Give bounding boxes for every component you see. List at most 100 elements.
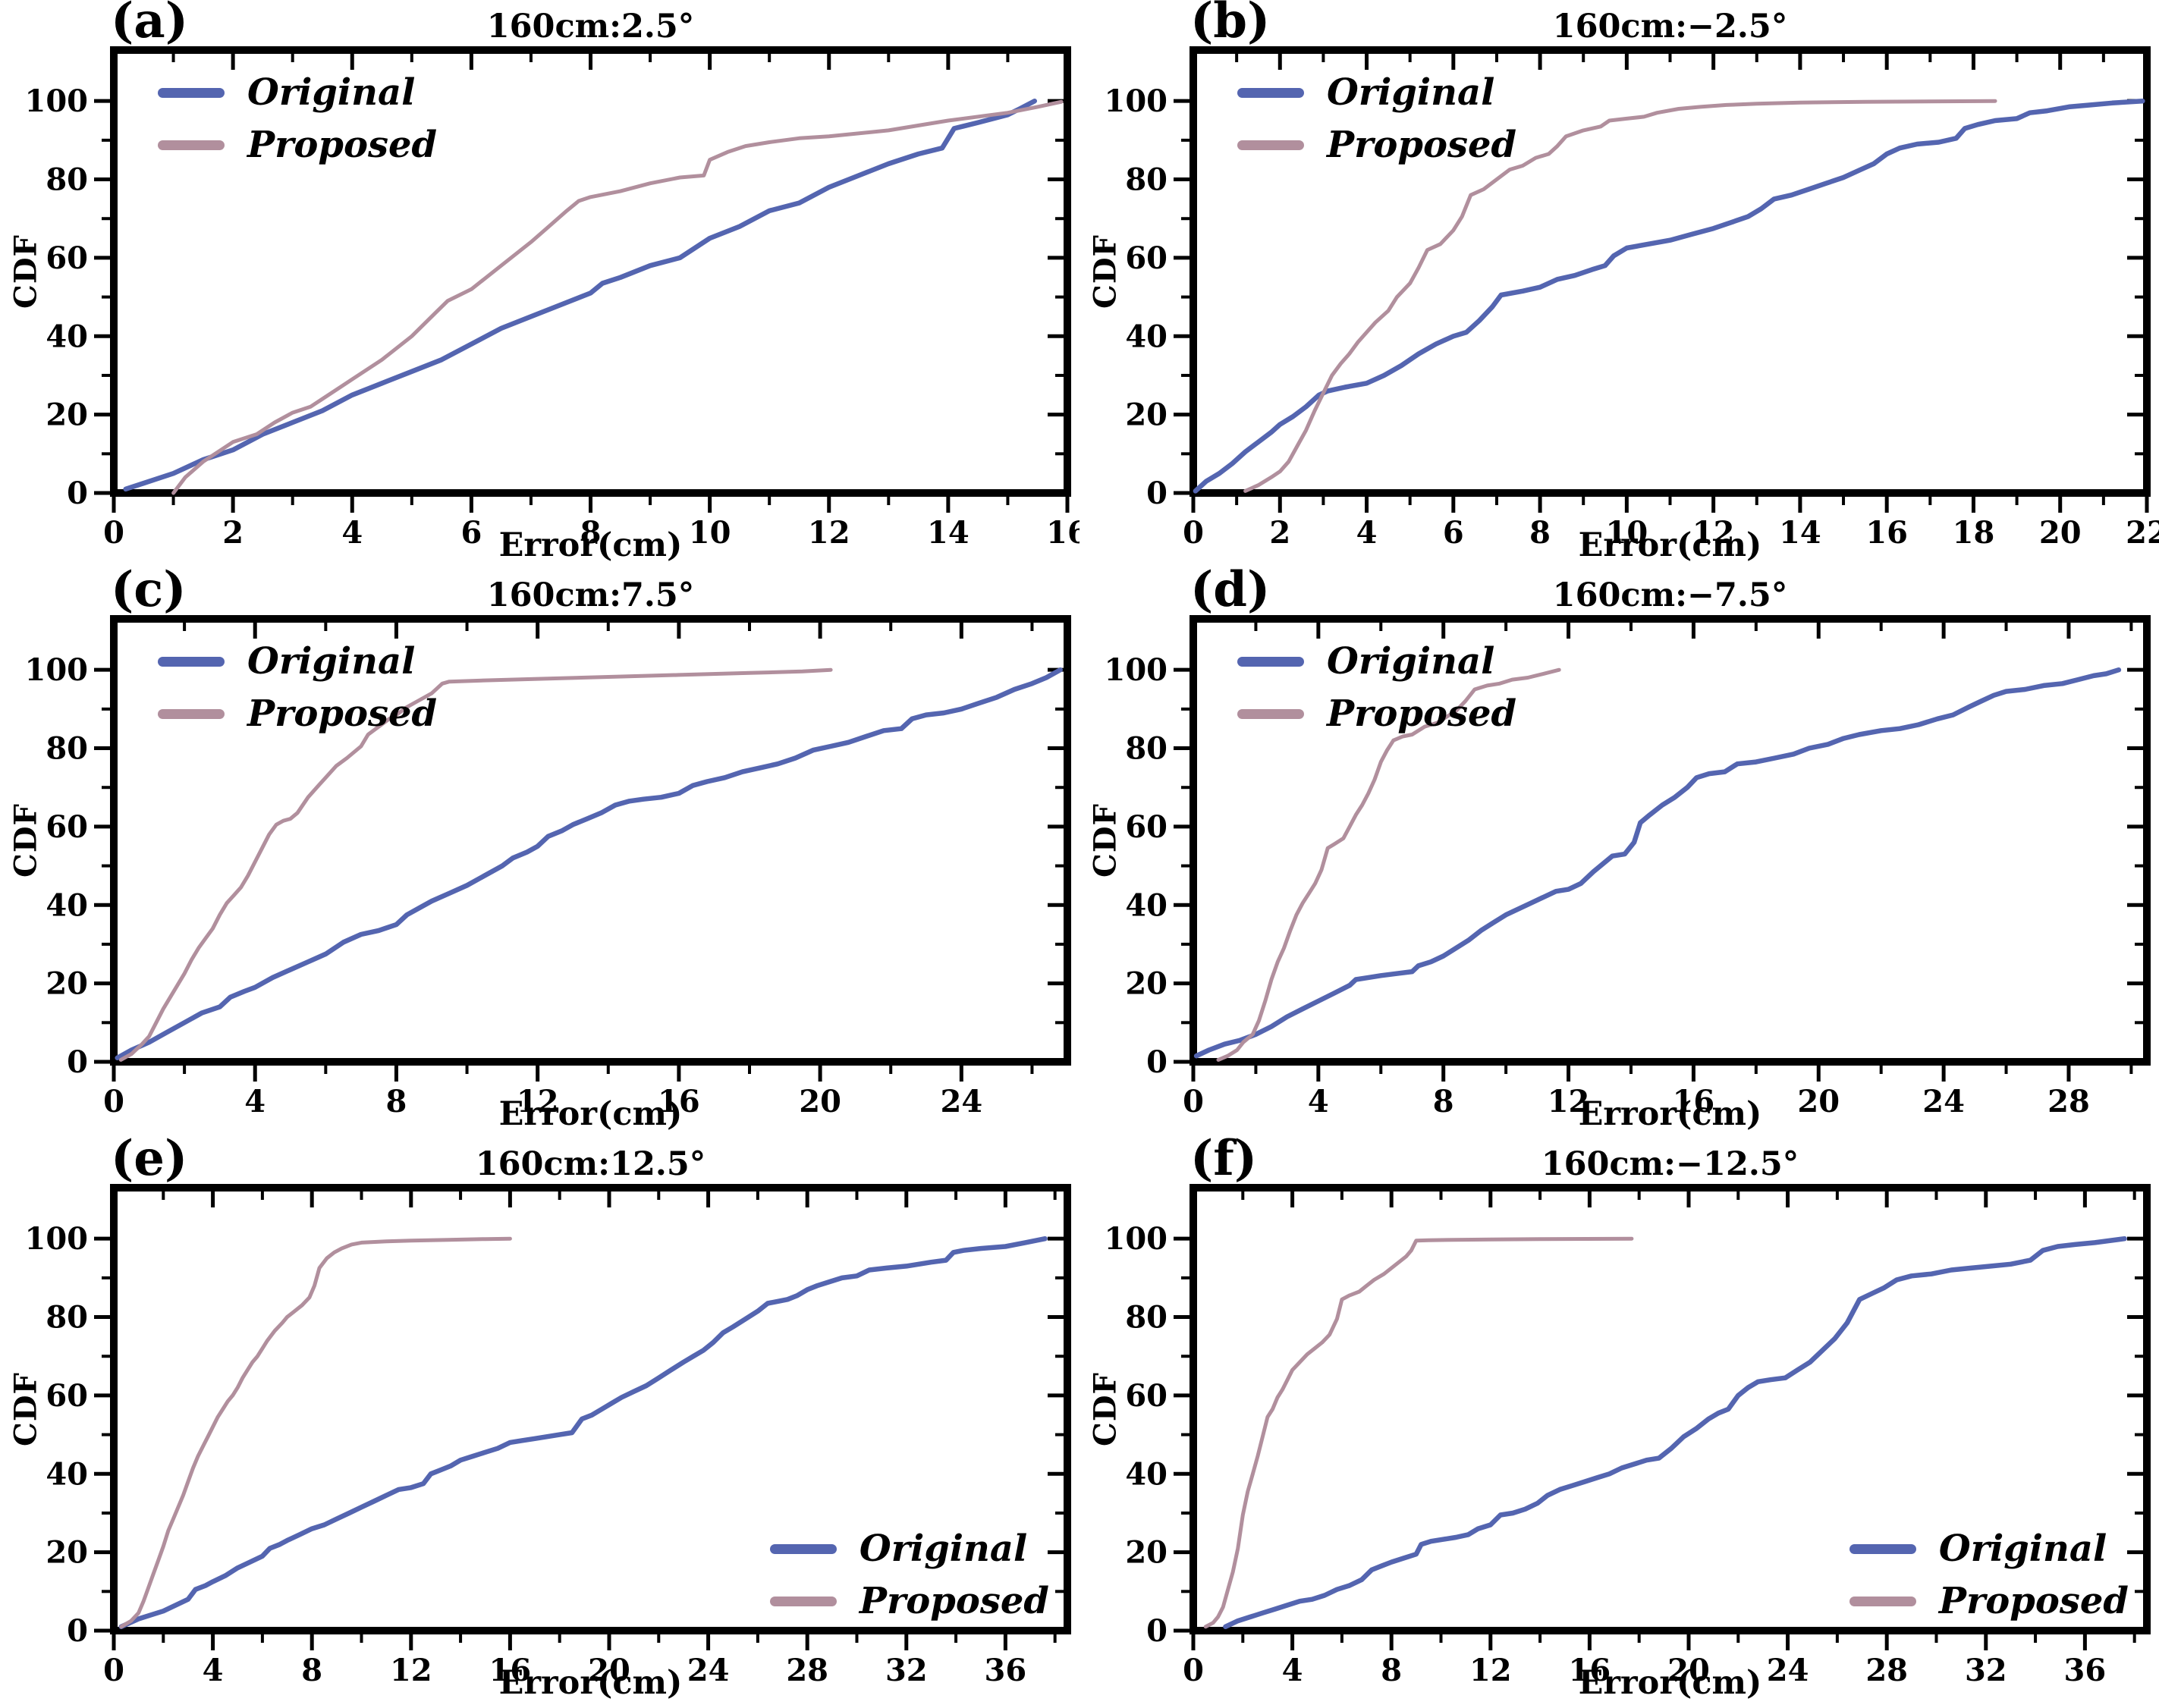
legend-item-proposed: Proposed: [158, 692, 438, 735]
svg-text:8: 8: [1381, 1653, 1402, 1688]
panel-f: (f) 160cm:−12.5° CDF Error(cm) 0 4 8 12 16 20…: [1080, 1135, 2159, 1706]
legend-item-proposed: Proposed: [1849, 1581, 2129, 1622]
svg-text:10: 10: [1606, 515, 1648, 551]
legend-item-proposed: Proposed: [769, 1581, 1049, 1622]
panel-a: (a) 160cm:2.5° CDF Error(cm) 0 2 4 6 8 10 12 14…: [0, 0, 1080, 569]
svg-text:16: 16: [489, 1653, 532, 1688]
x-axis-label: Error(cm): [498, 1095, 683, 1133]
svg-text:0: 0: [67, 1613, 88, 1649]
x-axis-label: Error(cm): [498, 526, 683, 564]
svg-text:0: 0: [1146, 476, 1167, 511]
svg-text:12: 12: [808, 515, 850, 551]
svg-text:24: 24: [687, 1653, 730, 1688]
svg-text:20: 20: [1125, 397, 1167, 433]
panel-title-b: 160cm:−2.5°: [1552, 8, 1788, 46]
proposed-line-swatch: [769, 1597, 837, 1607]
panel-letter-e: (e): [111, 1130, 188, 1187]
original-line-swatch: [158, 656, 225, 667]
svg-text:10: 10: [689, 515, 731, 551]
proposed-line-swatch: [1849, 1597, 1916, 1607]
svg-text:0: 0: [103, 515, 124, 551]
legend: Original Proposed: [1237, 642, 1516, 734]
svg-text:20: 20: [46, 966, 88, 1002]
svg-text:20: 20: [588, 1653, 630, 1688]
panel-e: (e) 160cm:12.5° CDF Error(cm) 0 4 8 12 16 20 2…: [0, 1130, 1080, 1706]
svg-text:22: 22: [2126, 515, 2159, 551]
plot-area-a: 0 2 4 6 8 10 12 14 16 0 20 40 60 80 100: [25, 46, 1080, 551]
legend-item-original: Original: [1237, 73, 1516, 113]
svg-text:0: 0: [1183, 1084, 1204, 1119]
svg-text:40: 40: [1125, 319, 1167, 354]
svg-text:4: 4: [341, 515, 363, 551]
original-curve: [1193, 98, 2145, 494]
svg-text:20: 20: [1125, 1535, 1167, 1571]
svg-text:60: 60: [1125, 1378, 1167, 1414]
panel-letter-b: (b): [1190, 0, 1271, 49]
svg-text:40: 40: [1125, 887, 1167, 923]
svg-text:20: 20: [1797, 1084, 1840, 1119]
svg-text:24: 24: [1767, 1653, 1809, 1688]
x-axis-label: Error(cm): [1578, 1095, 1762, 1133]
svg-text:28: 28: [786, 1653, 828, 1688]
svg-text:100: 100: [1105, 83, 1168, 119]
plot-area-e: 0 4 8 12 16 20 24 28 32 36 0 20 40 60 80 100: [25, 1184, 1071, 1688]
svg-text:8: 8: [301, 1653, 322, 1688]
legend-label-proposed: Proposed: [1327, 692, 1517, 735]
svg-text:6: 6: [1443, 515, 1464, 551]
original-curve: [115, 667, 1063, 1061]
svg-text:60: 60: [1125, 809, 1167, 845]
original-curve: [1223, 1235, 2127, 1630]
original-curve: [123, 98, 1038, 492]
proposed-line-swatch: [1237, 708, 1304, 719]
svg-text:8: 8: [580, 515, 602, 551]
svg-text:80: 80: [46, 162, 88, 198]
svg-text:100: 100: [1105, 1221, 1168, 1257]
panel-letter-d: (d): [1190, 561, 1271, 618]
svg-text:4: 4: [1308, 1084, 1329, 1119]
svg-text:24: 24: [940, 1084, 982, 1119]
svg-text:100: 100: [25, 1221, 89, 1257]
svg-text:4: 4: [1356, 515, 1378, 551]
svg-text:20: 20: [46, 1535, 88, 1571]
legend-label-proposed: Proposed: [247, 692, 438, 735]
svg-text:20: 20: [799, 1084, 841, 1119]
legend-label-proposed: Proposed: [1938, 1580, 2129, 1623]
svg-text:4: 4: [203, 1653, 224, 1688]
legend-item-original: Original: [1237, 642, 1516, 682]
svg-text:20: 20: [46, 397, 88, 433]
legend-item-original: Original: [158, 73, 437, 113]
legend-item-original: Original: [1849, 1529, 2107, 1569]
svg-text:60: 60: [46, 809, 88, 845]
svg-text:80: 80: [46, 1300, 88, 1336]
plot-area-c: 0 4 8 12 16 20 24 0 20 40 60 80 100: [25, 615, 1071, 1119]
svg-text:20: 20: [1667, 1653, 1710, 1688]
svg-text:12: 12: [517, 1084, 559, 1119]
original-curve: [1193, 667, 2122, 1059]
svg-text:24: 24: [1922, 1084, 1965, 1119]
plot-area-d: 0 4 8 12 16 20 24 28 0 20 40 60 80 100: [1105, 615, 2151, 1119]
svg-text:28: 28: [1865, 1653, 1908, 1688]
plot-area-b: 0 2 4 6 8 10 12 14 16 18 20 22 0 20 40 60 80 100: [1105, 46, 2159, 551]
svg-text:8: 8: [386, 1084, 407, 1119]
legend: Original Proposed: [1237, 73, 1516, 165]
legend-label-original: Original: [247, 71, 416, 114]
legend-label-original: Original: [1938, 1527, 2107, 1571]
proposed-curve: [119, 1236, 512, 1629]
panel-title-a: 160cm:2.5°: [486, 8, 695, 46]
svg-text:60: 60: [1125, 240, 1167, 276]
svg-text:80: 80: [46, 731, 88, 767]
svg-text:40: 40: [1125, 1456, 1167, 1492]
legend-label-proposed: Proposed: [247, 123, 438, 166]
svg-text:32: 32: [1965, 1653, 2007, 1688]
panel-title-e: 160cm:12.5°: [475, 1145, 706, 1183]
svg-text:100: 100: [25, 83, 89, 119]
original-curve: [118, 1235, 1048, 1630]
proposed-line-swatch: [158, 708, 225, 719]
svg-text:60: 60: [46, 240, 88, 276]
legend-label-original: Original: [1327, 640, 1495, 683]
svg-text:0: 0: [1146, 1044, 1167, 1080]
svg-text:16: 16: [1865, 515, 1908, 551]
proposed-curve: [1243, 99, 1997, 493]
panel-letter-a: (a): [111, 0, 189, 49]
